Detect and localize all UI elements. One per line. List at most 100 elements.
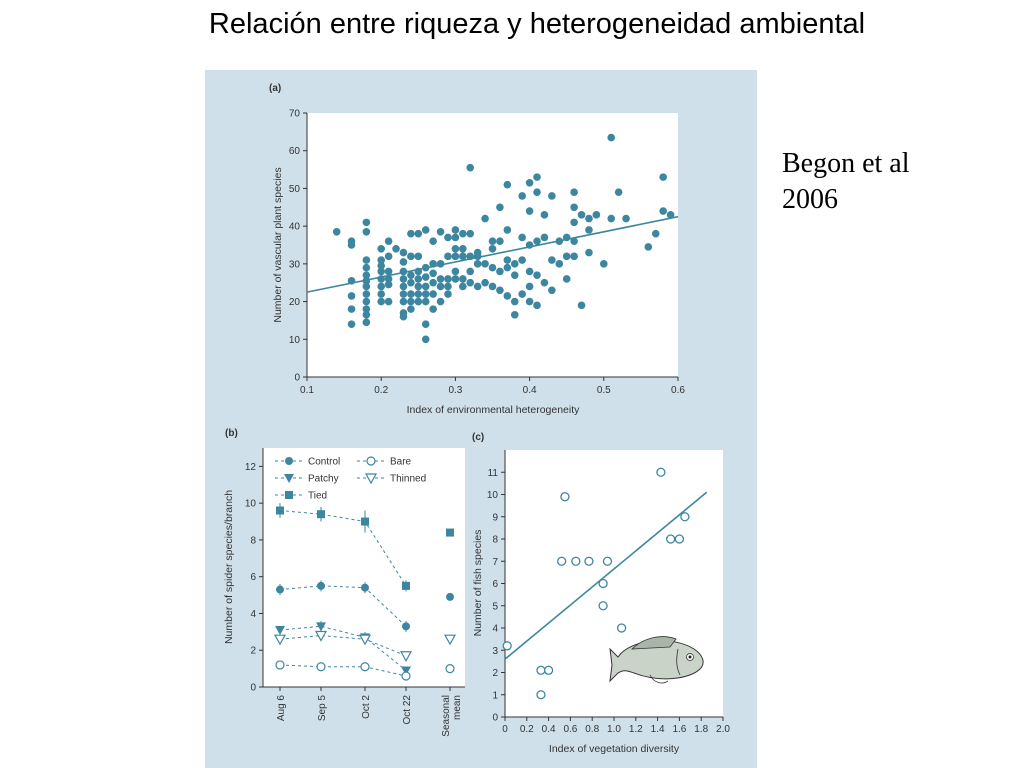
plot-b-legend-label: Bare <box>390 457 412 468</box>
plot-a-point <box>347 237 356 246</box>
plot-c-y-tick-label: 2 <box>492 668 498 679</box>
plot-c-point <box>543 665 554 675</box>
plot-a-point <box>659 207 667 215</box>
plot-a-point <box>362 297 371 306</box>
plot-a-point <box>600 260 608 268</box>
plot-a-point <box>488 237 497 246</box>
plot-a-point <box>540 278 549 287</box>
plot-a-point <box>414 275 423 283</box>
plot-c-point <box>536 690 546 700</box>
plot-a-point <box>347 292 356 300</box>
plot-a-x-tick-label: 0.4 <box>523 385 537 396</box>
plot-b-legend-marker <box>285 491 293 499</box>
plot-a-y-tick-label: 20 <box>289 297 301 308</box>
plot-b-legend-marker <box>285 457 293 465</box>
plot-a-point <box>392 244 400 253</box>
plot-b-seasonal-label: Seasonal <box>441 695 452 737</box>
plot-b-point <box>276 585 284 594</box>
plot-c-x-tick-label: 0 <box>502 724 508 735</box>
plot-b-point <box>402 622 410 631</box>
plot-b-y-tick-label: 4 <box>250 609 256 620</box>
plot-b-y-tick-label: 2 <box>250 646 256 657</box>
fish-pupil <box>688 655 692 659</box>
plot-c-point <box>666 534 676 544</box>
plot-a-x-tick-label: 0.5 <box>597 385 611 396</box>
plot-b-series-line <box>279 625 407 671</box>
plot-c-point <box>560 492 570 502</box>
plot-a-point <box>362 290 371 298</box>
plot-a-point <box>414 290 423 298</box>
plot-a-point <box>562 275 571 283</box>
plot-a-point <box>377 282 385 291</box>
plot-a-point <box>377 290 385 298</box>
plot-a-point <box>481 214 489 223</box>
plot-a-point <box>496 286 504 295</box>
plot-a-y-tick-label: 60 <box>289 146 301 157</box>
plot-b-point <box>401 666 411 676</box>
plot-a-point <box>488 244 497 253</box>
plot-c-y-tick-label: 3 <box>492 646 498 657</box>
plot-b-area <box>263 448 465 687</box>
plot-c-y-tick-label: 9 <box>492 512 498 523</box>
plot-a-point <box>362 263 371 272</box>
plot-b-point <box>402 581 410 590</box>
fish-dorsal-fin <box>630 636 677 650</box>
plot-a-y-tick-label: 40 <box>289 222 301 233</box>
plot-a-point <box>496 267 504 276</box>
plot-c-point <box>656 467 666 477</box>
plot-a-point <box>384 237 393 246</box>
plot-a-point <box>332 228 341 236</box>
plot-c-point <box>502 641 512 651</box>
plot-a-x-tick-label: 0.2 <box>374 385 388 396</box>
plot-a-point <box>540 233 549 242</box>
plot-a-point <box>503 226 512 234</box>
plot-a-point <box>473 260 482 268</box>
plot-a-point <box>459 229 467 238</box>
plot-a-point <box>666 211 675 219</box>
plot-a-point <box>407 229 415 238</box>
plot-c-y-tick-label: 10 <box>487 490 499 501</box>
plot-c-point <box>598 578 608 589</box>
plot-a-point <box>659 173 667 181</box>
plot-a-point <box>525 207 534 215</box>
plot-a-point <box>510 260 519 268</box>
plot-c-point <box>674 534 685 544</box>
plot-a-point <box>525 267 534 276</box>
plot-a-point <box>421 320 430 328</box>
plot-a-x-tick-label: 0.6 <box>671 385 685 396</box>
plot-b-mean-point <box>446 528 454 537</box>
plot-a-point <box>451 275 460 283</box>
plot-a-point <box>414 282 423 291</box>
plot-a-point <box>377 244 385 253</box>
plot-b-x-tick-label: Sep 5 <box>317 695 328 722</box>
plot-a-point <box>518 290 526 298</box>
plot-c-trendline <box>504 491 708 660</box>
plot-a-point <box>510 271 519 279</box>
plot-a-y-tick-label: 0 <box>294 373 300 384</box>
plot-a-y-label: Number of vascular plant species <box>272 167 284 322</box>
plot-a-point <box>496 237 504 246</box>
plot-a-point <box>533 301 541 310</box>
plot-a-point <box>429 269 437 278</box>
plot-b-y-tick-label: 0 <box>250 683 256 694</box>
plot-a-panel-label: (a) <box>269 83 281 94</box>
plot-a-point <box>429 305 437 313</box>
plot-a-point <box>384 252 393 261</box>
plot-c-point <box>598 601 608 611</box>
plot-a-point <box>577 211 586 219</box>
plot-b-point <box>275 626 285 636</box>
plot-b-legend-label: Patchy <box>308 474 339 485</box>
plot-b-legend-marker <box>364 473 378 485</box>
plot-b-panel-label: (b) <box>225 428 238 439</box>
plot-a-point <box>377 267 385 276</box>
plot-b-legend-label: Tied <box>308 491 327 502</box>
plot-a-point <box>510 310 519 319</box>
plot-b-seasonal-label: mean <box>452 695 463 720</box>
plot-a-point <box>451 244 460 253</box>
plot-b-point <box>401 671 411 681</box>
plot-a-point <box>585 248 593 257</box>
plot-a-point <box>548 286 556 295</box>
plot-a-point <box>466 267 475 276</box>
plot-a-point <box>451 252 460 261</box>
